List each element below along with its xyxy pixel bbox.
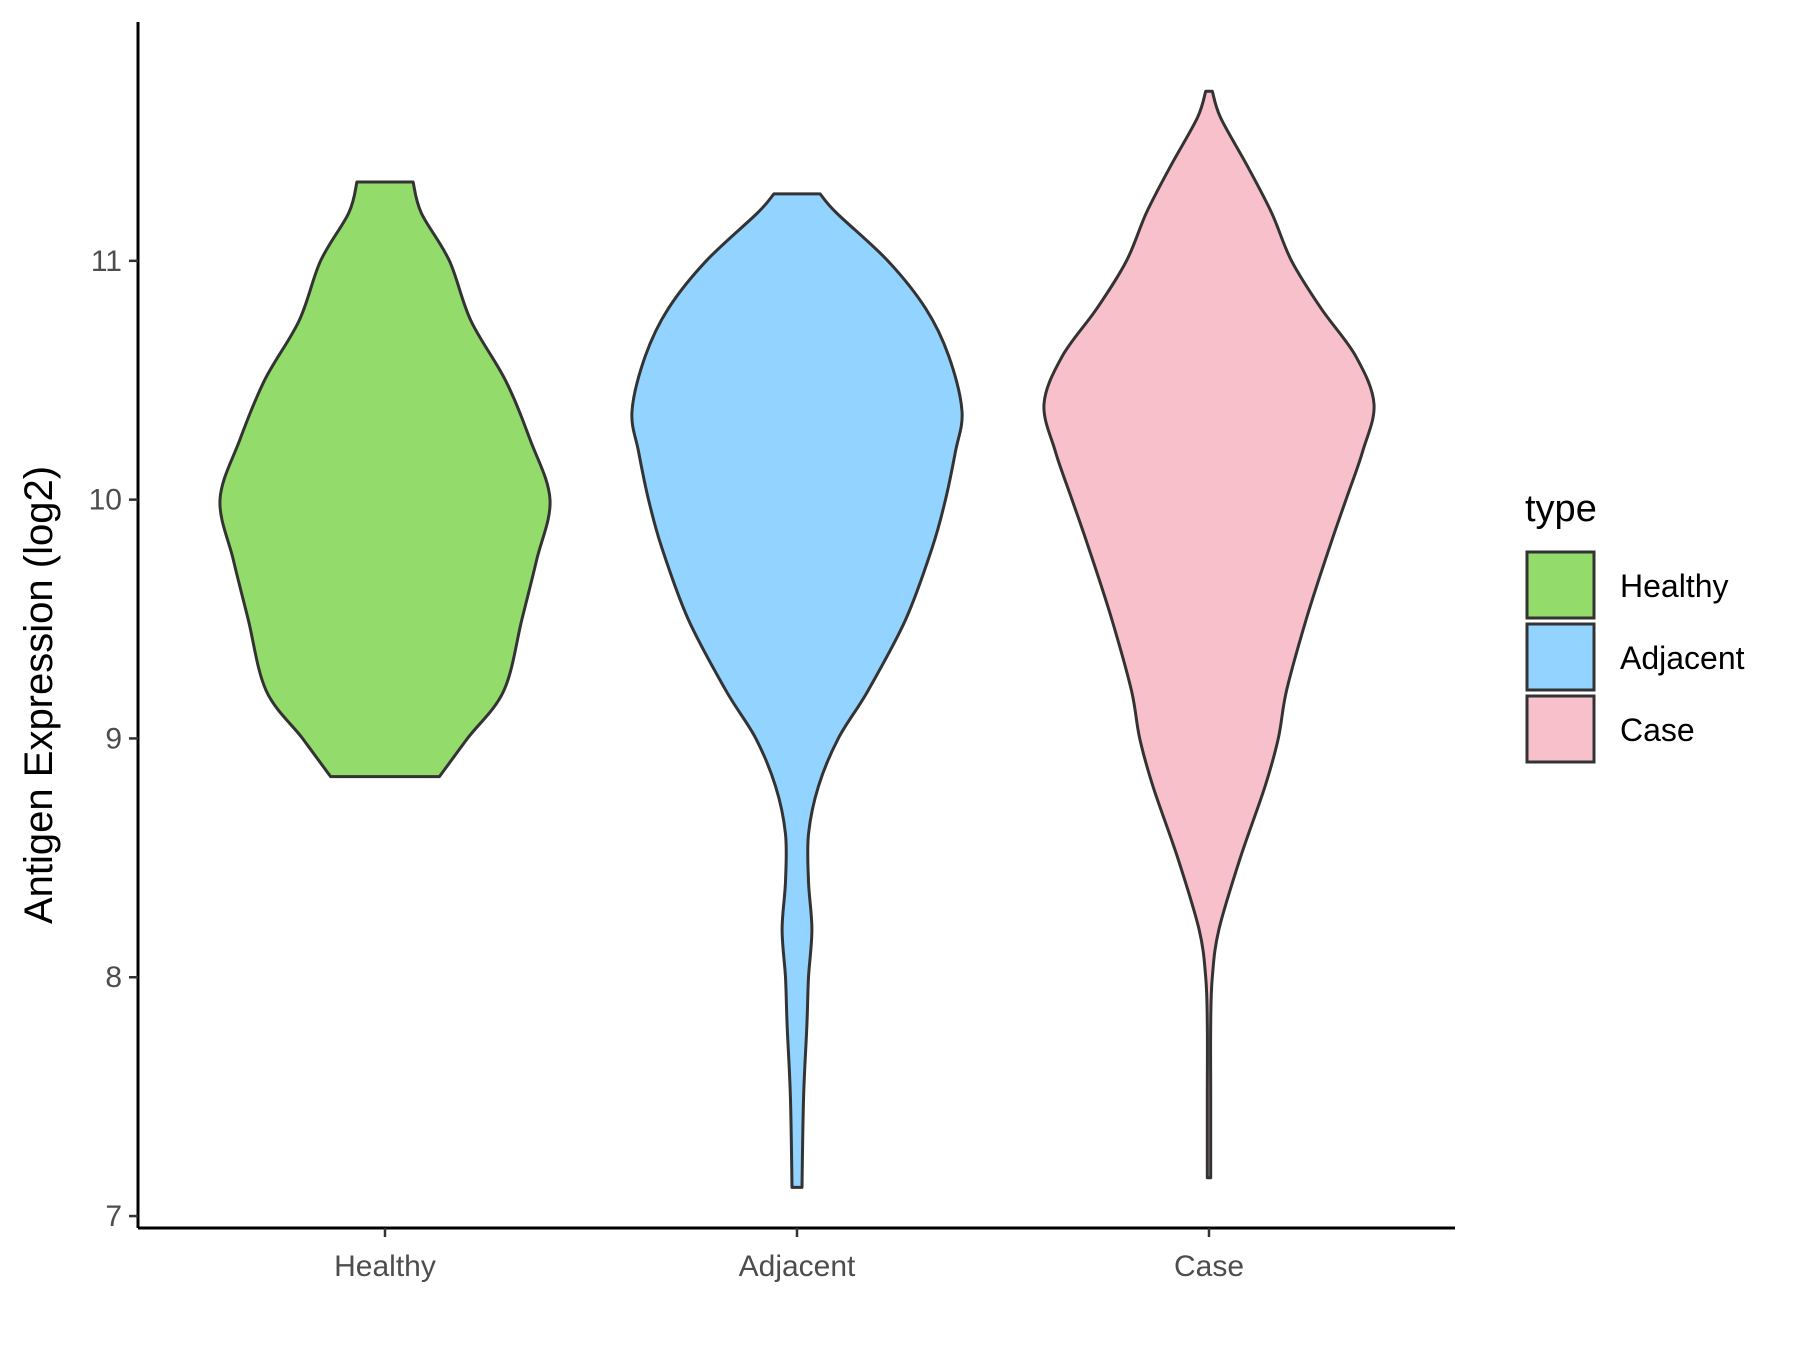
violin-healthy [218,180,552,779]
legend-key-adjacent [1525,622,1596,692]
y-tick-label: 11 [91,245,122,278]
x-tick-label: Healthy [334,1250,436,1283]
violin-layer [218,89,1376,1189]
y-ticks: 7 8 9 10 11 [89,245,138,1233]
y-tick-label: 9 [105,722,122,755]
legend-items: Healthy Adjacent Case [1525,550,1745,764]
legend-label-healthy: Healthy [1620,568,1729,604]
legend-key-healthy [1525,550,1596,620]
x-ticks: Healthy Adjacent Case [334,1228,1244,1283]
y-tick-label: 7 [105,1200,122,1233]
y-tick-label: 10 [89,484,122,517]
y-axis-title: Antigen Expression (log2) [17,466,61,924]
legend-label-adjacent: Adjacent [1620,640,1745,676]
violin-adjacent [630,192,964,1189]
y-tick-label: 8 [105,961,122,994]
legend-label-case: Case [1620,712,1695,748]
x-tick-label: Case [1174,1250,1244,1283]
legend: type Healthy Adjacent Case [1525,488,1745,764]
legend-key-case [1525,694,1596,764]
x-tick-label: Adjacent [739,1250,856,1283]
legend-title: type [1525,488,1597,530]
violin-case [1042,89,1376,1180]
